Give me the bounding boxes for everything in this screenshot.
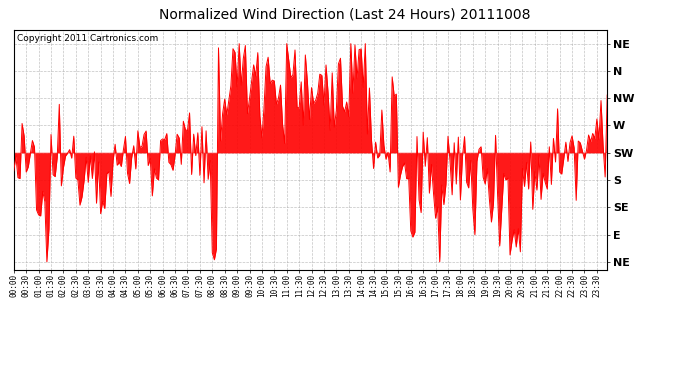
Text: Copyright 2011 Cartronics.com: Copyright 2011 Cartronics.com [17,34,158,43]
Text: Normalized Wind Direction (Last 24 Hours) 20111008: Normalized Wind Direction (Last 24 Hours… [159,8,531,21]
